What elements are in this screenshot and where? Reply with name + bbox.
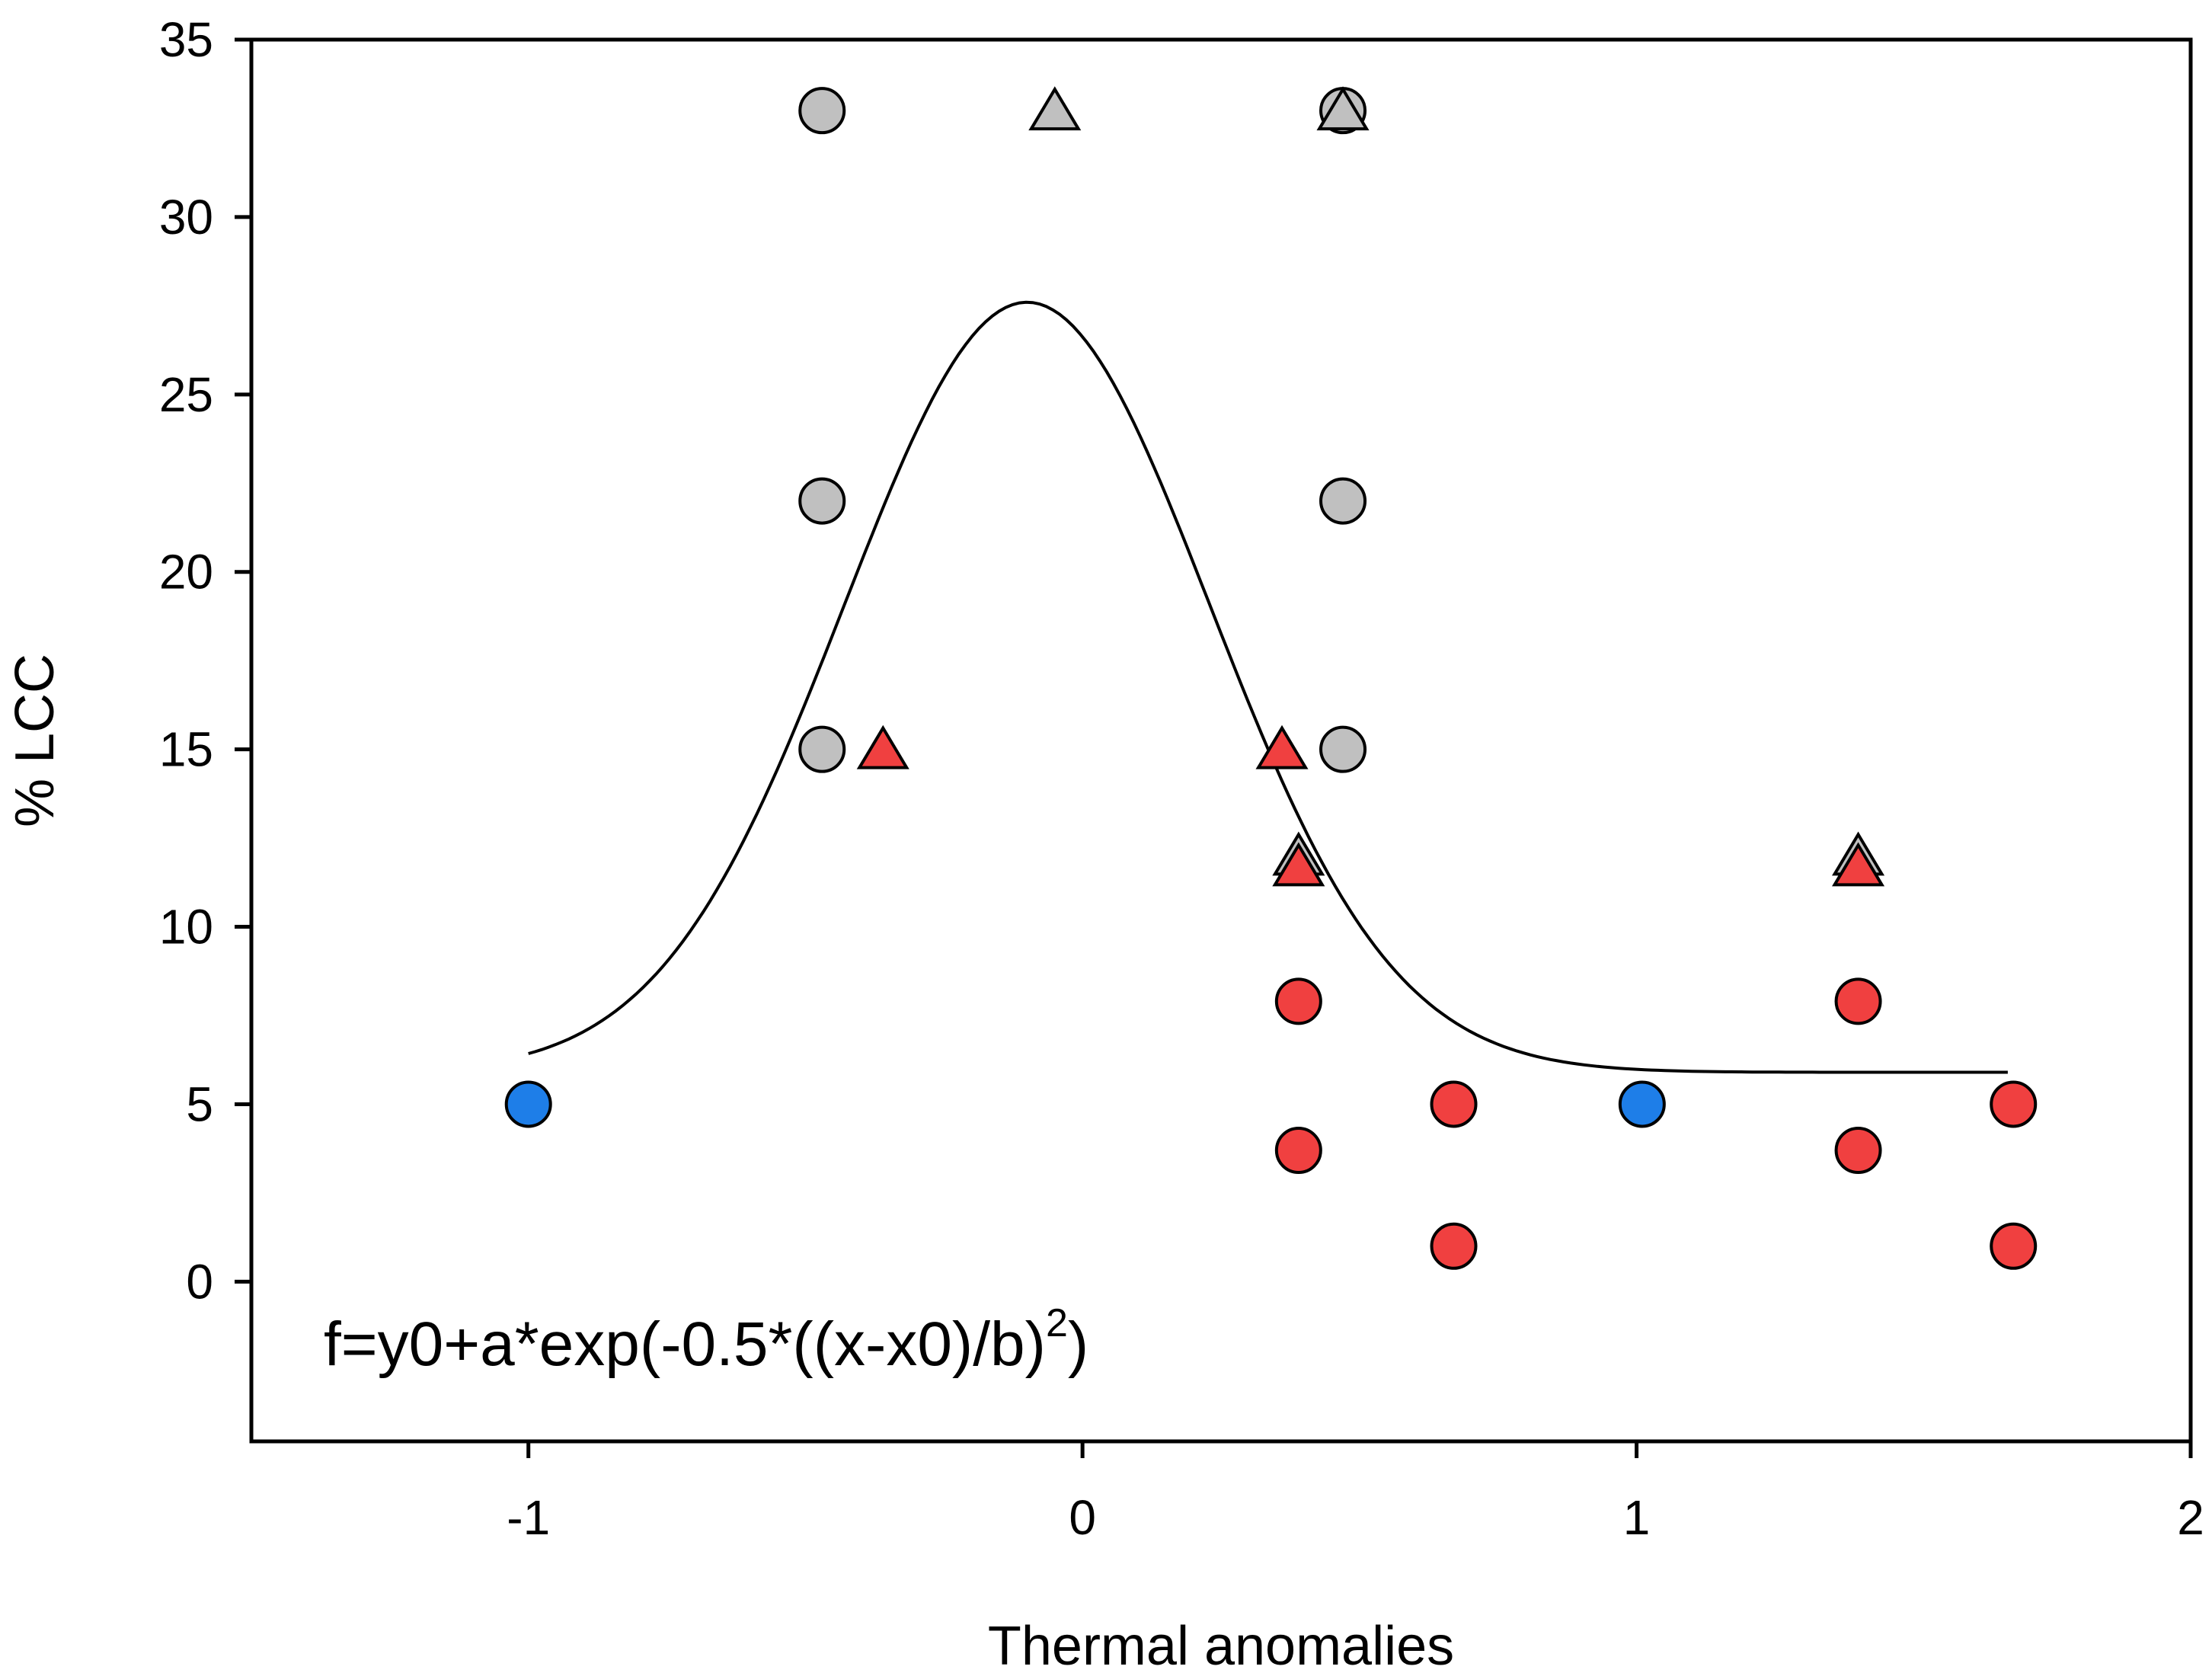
red-circle-point [1430, 1222, 1478, 1270]
y-tick-label: 35 [159, 12, 213, 67]
y-tick-label: 25 [159, 367, 213, 422]
x-tick-label: -1 [507, 1490, 550, 1545]
plot-frame [249, 37, 2193, 1444]
red-circle-point [1834, 1127, 1882, 1175]
red-circle-point [1990, 1222, 2038, 1270]
x-axis: -1 0 1 2 [507, 1441, 2204, 1545]
fit-equation: f=y0+a*exp(-0.5*((x-x0)/b)2) [324, 1301, 1088, 1379]
y-tick-label: 30 [159, 190, 213, 245]
x-axis-title: Thermal anomalies [988, 1616, 1454, 1676]
gray-circle-point [798, 87, 846, 135]
red-circle-point [1274, 977, 1322, 1025]
gray-circle-point [798, 725, 846, 773]
red-triangle-point [1272, 842, 1325, 887]
y-tick-label: 20 [159, 545, 213, 600]
gray-triangle-point [1316, 86, 1370, 131]
y-tick-label: 10 [159, 900, 213, 955]
red-triangle-point [1832, 842, 1885, 887]
red-circle-point [1834, 977, 1882, 1025]
red-triangle-point [856, 724, 909, 769]
y-axis-title: % LCC [5, 654, 66, 827]
equation-main: f=y0+a*exp(-0.5*((x-x0)/b) [324, 1310, 1046, 1379]
red-circle-point [1430, 1080, 1478, 1128]
y-axis: 0 5 10 15 20 25 30 35 [159, 12, 251, 1309]
equation-suffix: ) [1068, 1310, 1088, 1379]
blue-circle-point [1618, 1080, 1666, 1128]
y-tick-label: 0 [186, 1254, 213, 1309]
x-tick-label: 1 [1623, 1490, 1651, 1545]
x-tick-label: 0 [1069, 1490, 1096, 1545]
gray-triangle-point [1028, 86, 1082, 131]
data-points [504, 86, 2038, 1270]
y-tick-label: 5 [186, 1076, 213, 1131]
red-triangle-point [1255, 724, 1309, 769]
x-tick-label: 2 [2177, 1490, 2204, 1545]
red-circle-point [1990, 1080, 2038, 1128]
blue-circle-point [504, 1080, 552, 1128]
gray-circle-point [798, 477, 846, 525]
gaussian-fit-curve [528, 300, 2008, 1074]
red-circle-point [1274, 1127, 1322, 1175]
gray-circle-point [1319, 477, 1367, 525]
y-tick-label: 15 [159, 722, 213, 777]
gray-circle-point [1319, 725, 1367, 773]
equation-superscript: 2 [1046, 1301, 1068, 1345]
